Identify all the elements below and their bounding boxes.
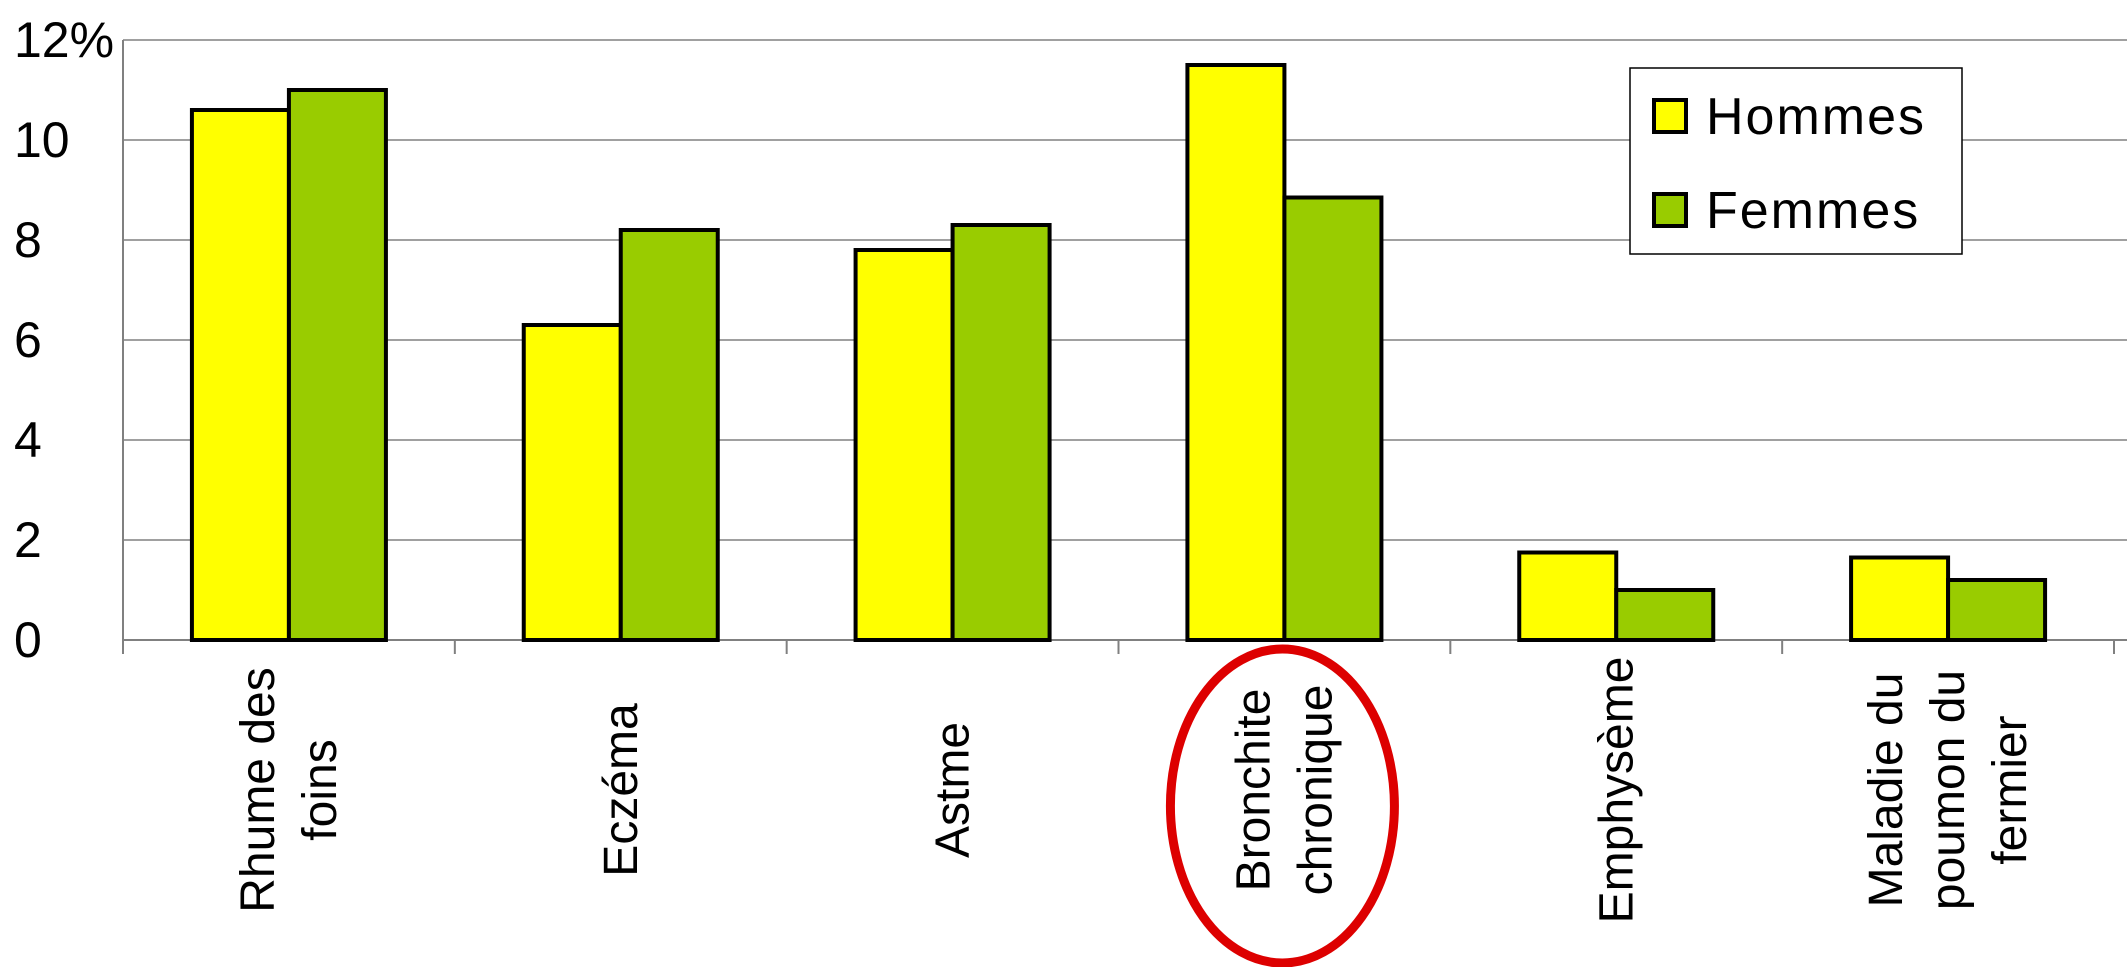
grid-lines [123, 39, 2127, 541]
category-label: Astme [927, 722, 980, 858]
y-tick-label: 10 [14, 112, 70, 168]
x-axis [122, 40, 2127, 654]
y-tick-label: 4 [14, 412, 42, 468]
y-tick-label: 6 [14, 312, 42, 368]
y-tick-label: 2 [14, 512, 42, 568]
category-label: Emphysème [1590, 657, 1643, 924]
legend: Hommes Femmes [1629, 67, 1963, 255]
legend-swatch-hommes [1652, 98, 1688, 134]
category-label: chronique [1289, 685, 1342, 896]
bar-femmes [1614, 588, 1716, 642]
bar-hommes [1517, 550, 1619, 642]
bar-femmes [1282, 195, 1384, 642]
bar-femmes [950, 223, 1052, 642]
category-label: poumon du [1922, 670, 1975, 910]
bar-hommes [189, 108, 291, 642]
category-label: Maladie du [1860, 673, 1913, 908]
y-axis-ticks: 0 2 4 6 8 10 12% [14, 12, 114, 668]
bars [189, 63, 2048, 642]
category-label: Eczéma [595, 703, 648, 877]
highlight-ellipse [1165, 644, 1399, 967]
y-tick-label: 8 [14, 212, 42, 268]
bar-hommes [853, 248, 955, 642]
bar-hommes [1849, 555, 1951, 642]
highlight-ellipse-layer [1165, 644, 1399, 967]
category-labels: Rhume des foins Eczéma Astme Bronchite chroni… [232, 657, 2037, 924]
category-label: fermier [1984, 715, 2037, 864]
bar-femmes [286, 88, 388, 642]
y-tick-label: 12% [14, 12, 114, 68]
y-tick-label: 0 [14, 612, 42, 668]
legend-label-hommes: Hommes [1706, 88, 1926, 146]
category-label: Rhume des [232, 667, 285, 912]
legend-swatch-femmes [1652, 192, 1688, 228]
bar-femmes [618, 228, 720, 642]
legend-label-femmes: Femmes [1706, 182, 1920, 240]
category-label: Bronchite [1227, 689, 1280, 892]
bar-hommes [521, 323, 623, 642]
bar-femmes [1946, 578, 2048, 642]
category-label: foins [294, 739, 347, 840]
bar-hommes [1185, 63, 1287, 642]
